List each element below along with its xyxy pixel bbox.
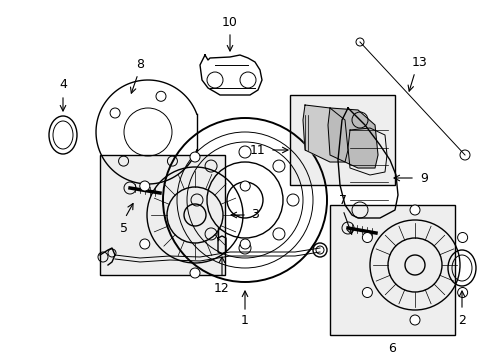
Circle shape xyxy=(409,205,419,215)
Circle shape xyxy=(240,239,250,249)
Text: 4: 4 xyxy=(59,78,67,91)
Circle shape xyxy=(140,239,149,249)
Bar xyxy=(329,205,454,335)
Circle shape xyxy=(362,233,371,243)
Bar xyxy=(100,155,224,275)
Text: 9: 9 xyxy=(419,171,427,184)
Text: 1: 1 xyxy=(241,314,248,327)
Polygon shape xyxy=(327,108,377,168)
Circle shape xyxy=(457,288,467,297)
Circle shape xyxy=(190,268,200,278)
Circle shape xyxy=(362,288,371,297)
Circle shape xyxy=(140,181,149,191)
Text: 10: 10 xyxy=(222,15,238,28)
Text: 8: 8 xyxy=(136,58,143,71)
Text: 7: 7 xyxy=(338,194,346,207)
Polygon shape xyxy=(303,105,347,162)
Text: 5: 5 xyxy=(120,221,128,234)
Circle shape xyxy=(409,315,419,325)
Circle shape xyxy=(457,233,467,243)
Text: 2: 2 xyxy=(457,314,465,327)
Text: 12: 12 xyxy=(214,282,229,294)
Circle shape xyxy=(190,152,200,162)
Text: 3: 3 xyxy=(250,208,259,221)
Text: 11: 11 xyxy=(250,144,265,157)
Text: 6: 6 xyxy=(388,342,396,356)
Circle shape xyxy=(240,181,250,191)
Text: 13: 13 xyxy=(411,55,427,68)
Bar xyxy=(289,95,394,185)
